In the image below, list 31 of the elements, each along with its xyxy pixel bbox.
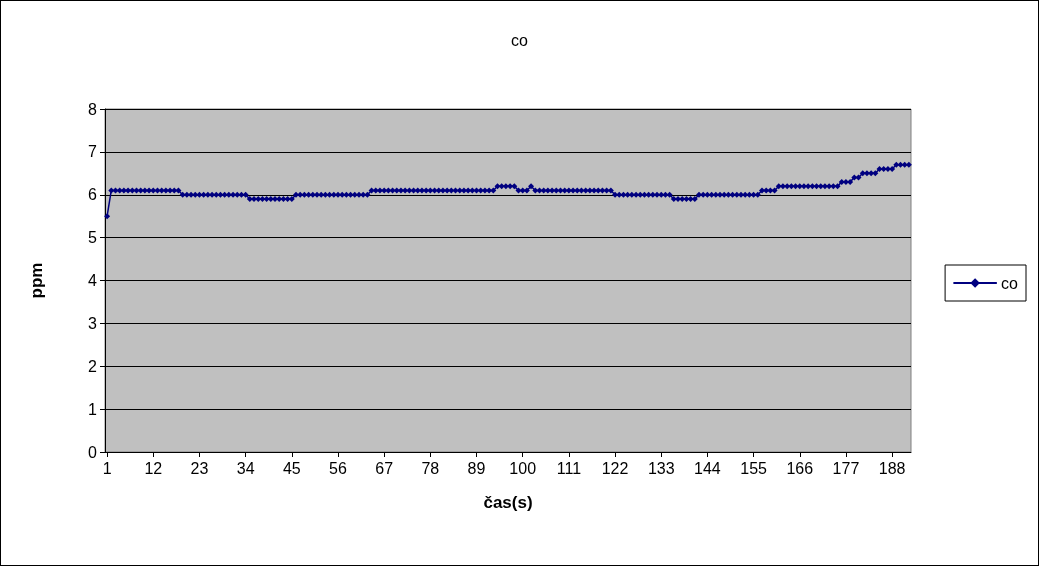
y-tick-label: 0: [88, 443, 98, 461]
x-tick-label: 23: [190, 459, 209, 477]
x-tick-label: 144: [694, 459, 721, 477]
x-tick-label: 89: [467, 459, 486, 477]
y-tick-label: 3: [88, 314, 98, 332]
x-tick-label: 45: [282, 459, 301, 477]
x-tick-label: 56: [329, 459, 347, 477]
legend-label: co: [1001, 274, 1019, 292]
x-tick-label: 100: [509, 459, 537, 477]
x-tick-label: 122: [601, 459, 629, 477]
x-tick-label: 188: [878, 459, 906, 477]
chart-title: co: [511, 31, 529, 49]
x-tick-label: 166: [786, 459, 814, 477]
y-tick-label: 2: [88, 357, 98, 375]
x-tick-label: 1: [102, 459, 112, 477]
y-tick-label: 6: [88, 186, 98, 204]
x-tick-label: 78: [421, 459, 440, 477]
x-tick-label: 67: [375, 459, 394, 477]
x-tick-label: 133: [647, 459, 675, 477]
y-tick-label: 8: [88, 100, 98, 118]
x-tick-label: 155: [740, 459, 768, 477]
x-tick-label: 12: [144, 459, 163, 477]
x-tick-label: 177: [832, 459, 860, 477]
x-axis-title: čas(s): [483, 493, 533, 512]
y-tick-label: 4: [88, 272, 98, 289]
x-tick-label: 34: [236, 459, 255, 477]
y-tick-label: 5: [88, 229, 98, 247]
y-tick-label: 1: [88, 400, 98, 418]
x-tick-label: 111: [556, 459, 582, 477]
y-axis-title: ppm: [27, 262, 46, 299]
y-tick-label: 7: [88, 143, 98, 161]
